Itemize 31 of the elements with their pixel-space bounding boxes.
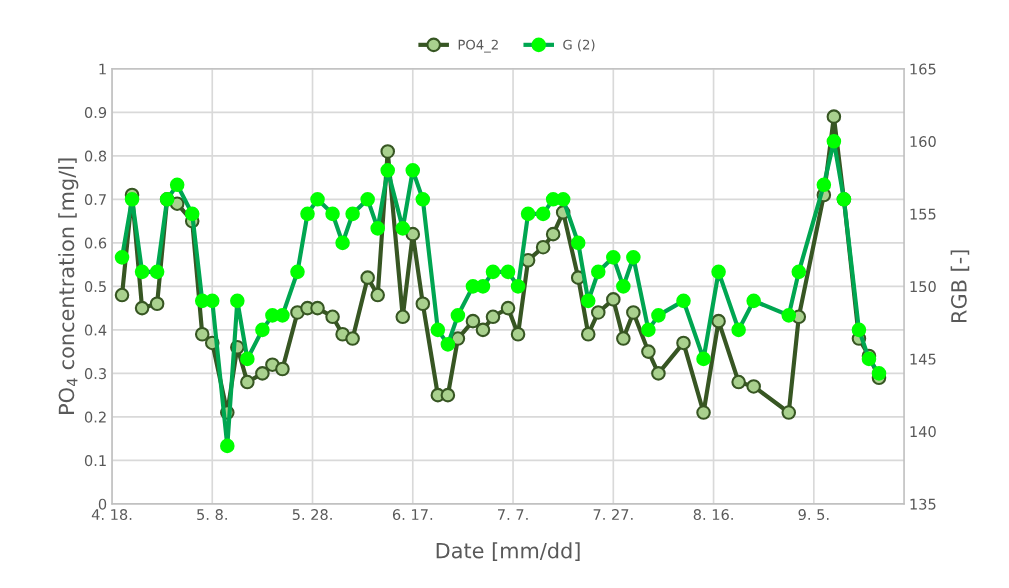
x-tick-label: 8. 16. xyxy=(693,509,733,521)
x-tick-label: 4. 18. xyxy=(91,509,132,521)
y2-tick-label: 135 xyxy=(910,498,936,510)
y2-tick-label: 150 xyxy=(910,281,936,293)
y2-tick-label: 155 xyxy=(910,208,936,220)
x-tick-label: 7. 27. xyxy=(593,509,633,520)
x-tick-label: 7. 7. xyxy=(498,509,528,520)
y2-axis-title: RGB [-] xyxy=(950,250,970,322)
y-tick-label: 0.3 xyxy=(84,368,106,380)
x-tick-label: 5. 8. xyxy=(197,509,227,521)
y2-tick-label: 145 xyxy=(910,353,936,365)
x-tick-label: 6. 17. xyxy=(392,509,433,521)
y2-tick-label: 160 xyxy=(910,136,936,148)
y-tick-label: 0 xyxy=(98,498,107,510)
y-axis-title: PO$_{4}$ concentration [mg/l] xyxy=(58,158,79,414)
y-tick-label: 0.6 xyxy=(84,237,107,249)
y2-tick-label: 165 xyxy=(910,63,936,75)
y-tick-label: 1 xyxy=(99,63,106,75)
y2-tick-label: 140 xyxy=(910,426,936,438)
x-tick-label: 9. 5. xyxy=(798,509,829,521)
legend-label: G (2) xyxy=(563,39,595,52)
y-tick-label: 0.2 xyxy=(84,411,106,423)
y-tick-label: 0.9 xyxy=(84,107,107,119)
x-tick-label: 5. 28. xyxy=(292,509,332,521)
y-tick-label: 0.1 xyxy=(84,455,106,467)
x-axis-title: Date [mm/dd] xyxy=(436,542,580,561)
legend-label: PO4_2 xyxy=(458,39,498,53)
y-tick-label: 0.7 xyxy=(84,194,106,206)
y-tick-label: 0.8 xyxy=(84,150,107,162)
y-tick-label: 0.4 xyxy=(84,324,107,336)
y-tick-label: 0.5 xyxy=(84,281,106,293)
